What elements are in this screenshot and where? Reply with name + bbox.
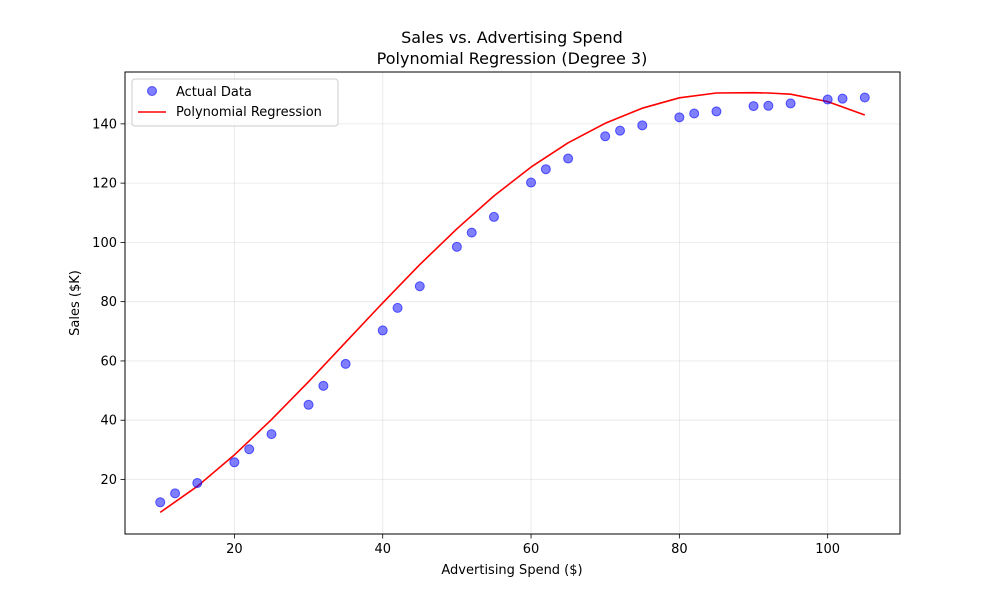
y-tick-label: 120 xyxy=(92,177,117,192)
data-point xyxy=(748,101,759,112)
y-tick-label: 20 xyxy=(100,473,117,488)
x-tick-label: 40 xyxy=(374,542,391,557)
data-point xyxy=(318,380,329,391)
data-point xyxy=(785,98,796,109)
data-point xyxy=(155,497,166,508)
regression-layer xyxy=(159,91,866,514)
data-point xyxy=(763,100,774,111)
x-axis-label: Advertising Spend ($) xyxy=(441,563,582,578)
y-tick-label: 60 xyxy=(100,354,117,369)
data-point xyxy=(711,106,722,117)
x-tick-label: 80 xyxy=(671,542,688,557)
data-point xyxy=(392,302,403,313)
data-point xyxy=(837,93,848,104)
legend-box xyxy=(131,78,339,127)
data-point xyxy=(414,281,425,292)
y-axis-label: Sales ($K) xyxy=(68,270,83,336)
data-point xyxy=(192,478,203,489)
plot-frame xyxy=(124,71,901,535)
data-point xyxy=(689,108,700,119)
chart-subtitle: Polynomial Regression (Degree 3) xyxy=(377,49,648,68)
legend-label-polynomial-regression: Polynomial Regression xyxy=(176,105,322,120)
y-tick-label: 80 xyxy=(100,295,117,310)
y-axis-ticks: 20 40 60 80 100 120 140 xyxy=(92,117,125,488)
y-tick-label: 100 xyxy=(92,236,117,251)
y-tick-label: 40 xyxy=(100,414,117,429)
chart-title: Sales vs. Advertising Spend xyxy=(401,28,623,47)
data-point xyxy=(600,131,611,142)
data-point xyxy=(488,211,499,222)
data-point xyxy=(303,399,314,410)
data-point xyxy=(563,153,574,164)
x-tick-label: 100 xyxy=(815,542,840,557)
legend: Actual Data Polynomial Regression xyxy=(131,78,339,127)
data-point xyxy=(526,177,537,188)
x-tick-label: 60 xyxy=(523,542,540,557)
y-tick-label: 140 xyxy=(92,117,117,132)
x-tick-label: 20 xyxy=(226,542,243,557)
data-point xyxy=(674,112,685,123)
scatter-layer xyxy=(155,92,870,508)
data-point xyxy=(170,488,181,499)
data-point xyxy=(540,164,551,175)
x-axis-ticks: 20 40 60 80 100 xyxy=(226,534,840,557)
data-point xyxy=(637,120,648,131)
data-point xyxy=(822,94,833,105)
data-point xyxy=(229,457,240,468)
data-point xyxy=(466,227,477,238)
data-point xyxy=(615,125,626,136)
legend-marker-actual-data xyxy=(147,86,157,96)
legend-label-actual-data: Actual Data xyxy=(176,85,252,100)
regression-curve xyxy=(159,91,866,514)
data-point xyxy=(340,358,351,369)
data-point xyxy=(451,241,462,252)
data-point xyxy=(859,92,870,103)
data-point xyxy=(266,429,277,440)
data-point xyxy=(244,444,255,455)
data-point xyxy=(377,325,388,336)
grid xyxy=(125,72,900,534)
